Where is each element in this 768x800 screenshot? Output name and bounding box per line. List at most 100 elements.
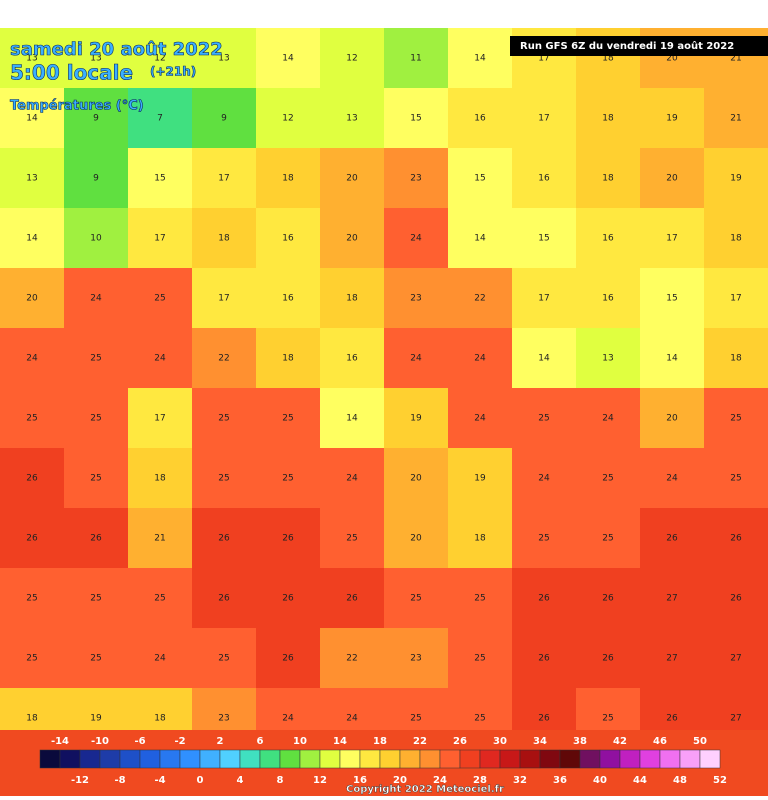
temp-value: 18 <box>602 54 614 64</box>
temp-cell <box>576 268 641 329</box>
temp-cell <box>640 628 705 689</box>
temp-value: 17 <box>538 114 549 124</box>
temp-value: 25 <box>218 414 229 424</box>
temp-cell <box>640 88 705 149</box>
colorbar-top-label: 50 <box>693 736 707 747</box>
temp-cell <box>64 388 129 449</box>
temp-value: 26 <box>538 594 550 604</box>
colorbar-bottom-label: 52 <box>713 775 727 786</box>
temp-value: 15 <box>410 114 421 124</box>
colorbar-swatch <box>99 749 121 769</box>
colorbar-swatch <box>299 749 321 769</box>
temp-value: 10 <box>90 234 102 244</box>
temp-value: 26 <box>218 534 230 544</box>
temp-value: 25 <box>538 414 549 424</box>
time: 5:00 locale <box>10 61 133 85</box>
temp-value: 12 <box>282 114 293 124</box>
temp-value: 21 <box>730 114 741 124</box>
temp-cell <box>0 568 65 629</box>
colorbar-swatch <box>399 749 421 769</box>
colorbar-top-label: 26 <box>453 736 467 747</box>
temp-value: 15 <box>474 174 485 184</box>
temp-value: 13 <box>602 354 613 364</box>
temp-cell <box>512 568 577 629</box>
colorbar-swatch <box>339 749 361 769</box>
colorbar-top-label: 34 <box>533 736 547 747</box>
temp-value: 26 <box>282 654 294 664</box>
temp-value: 25 <box>154 594 165 604</box>
temp-value: 25 <box>282 414 293 424</box>
temp-cell <box>256 208 321 269</box>
temp-cell <box>448 568 513 629</box>
temp-value: 17 <box>538 54 549 64</box>
temp-value: 16 <box>474 114 486 124</box>
temp-cell <box>320 628 385 689</box>
temp-cell <box>704 268 768 329</box>
temp-cell <box>0 628 65 689</box>
temp-cell <box>0 328 65 389</box>
temp-value: 25 <box>90 474 101 484</box>
temp-value: 18 <box>730 234 742 244</box>
temp-value: 27 <box>666 654 677 664</box>
colorbar-swatch <box>319 749 341 769</box>
colorbar-swatch <box>479 749 501 769</box>
temp-cell <box>256 268 321 329</box>
temp-value: 16 <box>282 294 294 304</box>
temp-value: 23 <box>410 174 421 184</box>
temp-cell <box>640 508 705 569</box>
temp-value: 27 <box>730 714 741 724</box>
temp-value: 24 <box>474 354 486 364</box>
temp-value: 19 <box>90 714 102 724</box>
temp-value: 17 <box>218 294 229 304</box>
temp-value: 22 <box>474 294 485 304</box>
temp-cell <box>128 328 193 389</box>
temp-value: 14 <box>346 414 358 424</box>
temp-cell <box>0 148 65 209</box>
colorbar-swatch <box>279 749 301 769</box>
colorbar-swatch <box>219 749 241 769</box>
temp-value: 18 <box>154 474 166 484</box>
temp-value: 20 <box>666 54 678 64</box>
temp-value: 25 <box>602 714 613 724</box>
temp-cell <box>320 88 385 149</box>
temp-value: 25 <box>218 474 229 484</box>
run: Run GFS 6Z du vendredi 19 août 2022 <box>520 40 734 52</box>
temp-value: 16 <box>602 234 614 244</box>
temp-cell <box>0 388 65 449</box>
temp-cell <box>192 268 257 329</box>
temp-value: 25 <box>474 654 485 664</box>
temp-value: 17 <box>538 294 549 304</box>
temp-cell <box>192 328 257 389</box>
temp-value: 26 <box>90 534 102 544</box>
temp-value: 24 <box>346 714 358 724</box>
temp-value: 24 <box>282 714 294 724</box>
temp-cell <box>128 208 193 269</box>
temp-value: 15 <box>538 234 549 244</box>
temp-cell <box>256 628 321 689</box>
temp-cell <box>576 628 641 689</box>
temp-value: 16 <box>538 174 550 184</box>
colorbar-swatch <box>139 749 161 769</box>
colorbar-swatch <box>379 749 401 769</box>
temp-cell <box>576 448 641 509</box>
temp-cell <box>64 268 129 329</box>
colorbar-bottom-label: -4 <box>154 775 165 786</box>
colorbar-swatch <box>559 749 581 769</box>
temp-cell <box>128 388 193 449</box>
temp-value: 9 <box>93 174 99 184</box>
colorbar-top-label: 42 <box>613 736 627 747</box>
temp-cell <box>256 568 321 629</box>
temp-cell <box>128 448 193 509</box>
colorbar-bottom-label: 8 <box>277 775 284 786</box>
temp-cell <box>512 88 577 149</box>
temp-cell <box>448 328 513 389</box>
temp-value: 11 <box>410 54 421 64</box>
colorbar-swatch <box>259 749 281 769</box>
temp-value: 25 <box>26 414 37 424</box>
temp-value: 26 <box>730 534 742 544</box>
colorbar-top-label: 10 <box>293 736 307 747</box>
temp-value: 25 <box>90 354 101 364</box>
temp-cell <box>192 148 257 209</box>
temp-cell <box>448 88 513 149</box>
temp-value: 26 <box>538 654 550 664</box>
